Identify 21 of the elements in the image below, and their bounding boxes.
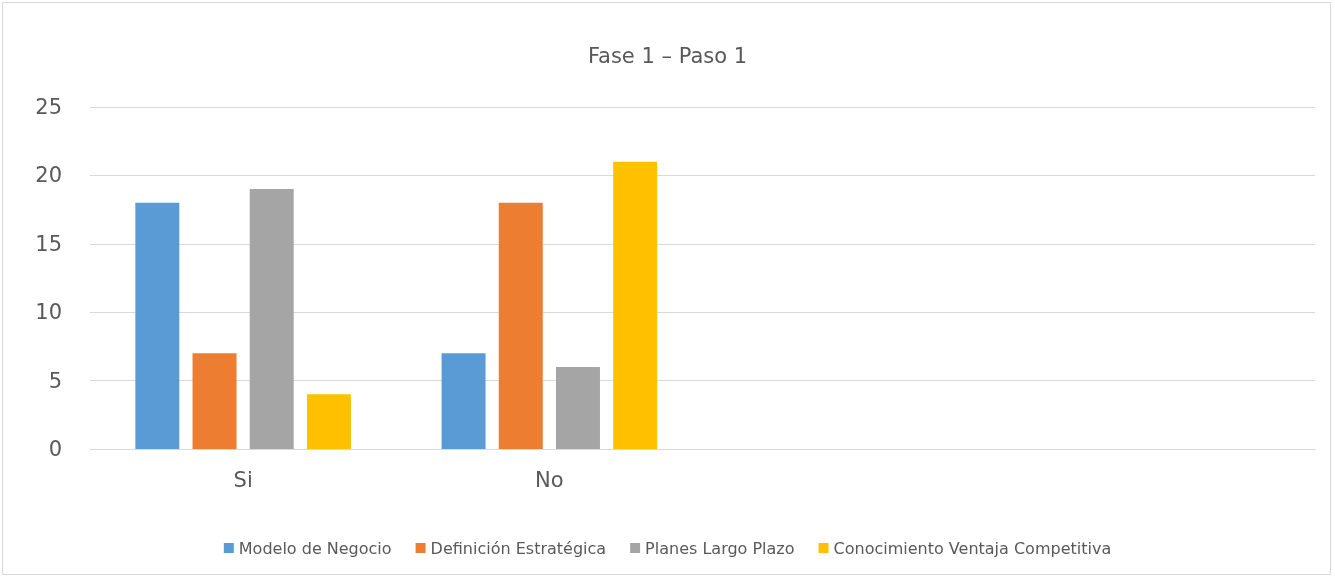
legend-label: Definición Estratégica: [430, 538, 607, 558]
bar: [306, 394, 351, 449]
bar: [192, 353, 237, 449]
legend-label: Modelo de Negocio: [238, 538, 392, 558]
y-tick-label: 20: [35, 163, 62, 188]
chart-title: Fase 1 – Paso 1: [587, 43, 748, 68]
legend-label: Conocimiento Ventaja Competitiva: [833, 538, 1112, 558]
y-tick-label: 5: [48, 368, 62, 393]
y-tick-label: 10: [35, 300, 62, 325]
x-tick-label: Si: [233, 467, 253, 492]
y-tick-label: 0: [48, 437, 62, 461]
y-tick-label: 25: [35, 95, 62, 119]
bar: [249, 189, 294, 449]
bar: [613, 161, 658, 449]
x-tick-label: No: [535, 467, 564, 492]
y-tick-label: 15: [35, 231, 62, 256]
bar: [135, 202, 180, 449]
legend-label: Planes Largo Plazo: [645, 538, 795, 558]
bar: [498, 202, 543, 449]
bar: [555, 366, 600, 449]
bar: [441, 353, 486, 449]
